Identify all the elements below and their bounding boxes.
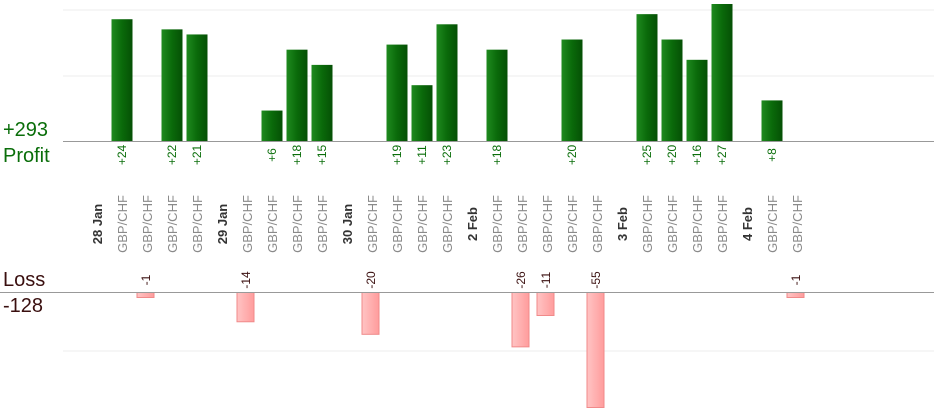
profit-value-label: +8 [765,148,779,162]
instrument-label: GBP/CHF [115,195,130,253]
date-label: 4 Feb [740,207,755,241]
loss-bar [136,292,155,298]
instrument-label: GBP/CHF [715,195,730,253]
loss-value-label: -1 [789,274,803,285]
date-label: 29 Jan [215,204,230,245]
profit-bar [111,19,133,141]
profit-bar [411,85,433,141]
loss-label: Loss [3,269,46,291]
instrument-label: GBP/CHF [265,195,280,253]
instrument-label: GBP/CHF [765,195,780,253]
slot-labels: 28 Jan GBP/CHF GBP/CHF GBP/CHF GBP/CHF 29 Jan… [90,195,805,253]
loss-value-label: -14 [239,271,253,289]
loss-total-label: -128 [3,295,44,317]
loss-value-label: -55 [589,271,603,289]
loss-bar [511,292,530,348]
profit-value-label: +16 [690,144,704,165]
profit-value-label: +11 [415,145,429,165]
instrument-label: GBP/CHF [540,195,555,253]
instrument-label: GBP/CHF [490,195,505,253]
instrument-label: GBP/CHF [140,195,155,253]
profit-value-label: +18 [290,144,304,165]
profit-label: Profit [3,145,50,167]
loss-bar [786,292,805,298]
instrument-label: GBP/CHF [390,195,405,253]
date-label: 3 Feb [615,207,630,241]
instrument-label: GBP/CHF [590,195,605,253]
loss-bar [361,292,380,335]
profit-bar [561,39,583,141]
profit-bar [686,59,708,141]
profit-value-label: +18 [490,144,504,165]
profit-value-label: +24 [115,144,129,165]
profit-bar [161,29,183,142]
profit-value-label: +21 [190,144,204,165]
profit-bar [286,49,308,141]
profit-bar [636,14,658,142]
profit-bar [711,4,733,141]
instrument-label: GBP/CHF [165,195,180,253]
profit-total-label: +293 [3,119,49,141]
loss-bar [586,292,605,408]
profit-value-label: +6 [265,148,279,162]
profit-value-label: +23 [440,144,454,165]
profit-value-label: +25 [640,144,654,165]
instrument-label: GBP/CHF [565,195,580,253]
instrument-label: GBP/CHF [415,195,430,253]
profit-value-label: +20 [665,144,679,165]
instrument-label: GBP/CHF [440,195,455,253]
profit-bar [661,39,683,141]
profit-bar [436,24,458,142]
instrument-label: GBP/CHF [515,195,530,253]
bars [111,4,805,408]
date-label: 2 Feb [465,207,480,241]
date-label: 28 Jan [90,204,105,245]
instrument-label: GBP/CHF [790,195,805,253]
profit-bar [261,110,283,141]
profit-bar [386,44,408,142]
instrument-label: GBP/CHF [690,195,705,253]
instrument-label: GBP/CHF [190,195,205,253]
loss-bar [536,292,555,316]
instrument-label: GBP/CHF [290,195,305,253]
profit-value-label: +19 [390,144,404,165]
value-labels: +24 -1 +22 +21 -14 +6 +18 +15 -20 +19 +11 +23 +18 -26… [115,144,803,288]
profit-value-label: +27 [715,144,729,165]
instrument-label: GBP/CHF [315,195,330,253]
loss-value-label: -1 [139,274,153,285]
instrument-label: GBP/CHF [665,195,680,253]
profit-value-label: +20 [565,144,579,165]
profit-bar [186,34,208,141]
profit-value-label: +15 [315,144,329,165]
loss-value-label: -11 [539,271,553,288]
baselines [0,141,934,293]
loss-value-label: -20 [364,271,378,289]
profit-bar [761,100,783,141]
profit-value-label: +22 [165,144,179,165]
date-label: 30 Jan [340,204,355,245]
profit-bar [486,49,508,141]
profit-bar [311,64,333,141]
instrument-label: GBP/CHF [365,195,380,253]
instrument-label: GBP/CHF [640,195,655,253]
loss-value-label: -26 [514,271,528,289]
instrument-label: GBP/CHF [240,195,255,253]
loss-bar [236,292,255,323]
